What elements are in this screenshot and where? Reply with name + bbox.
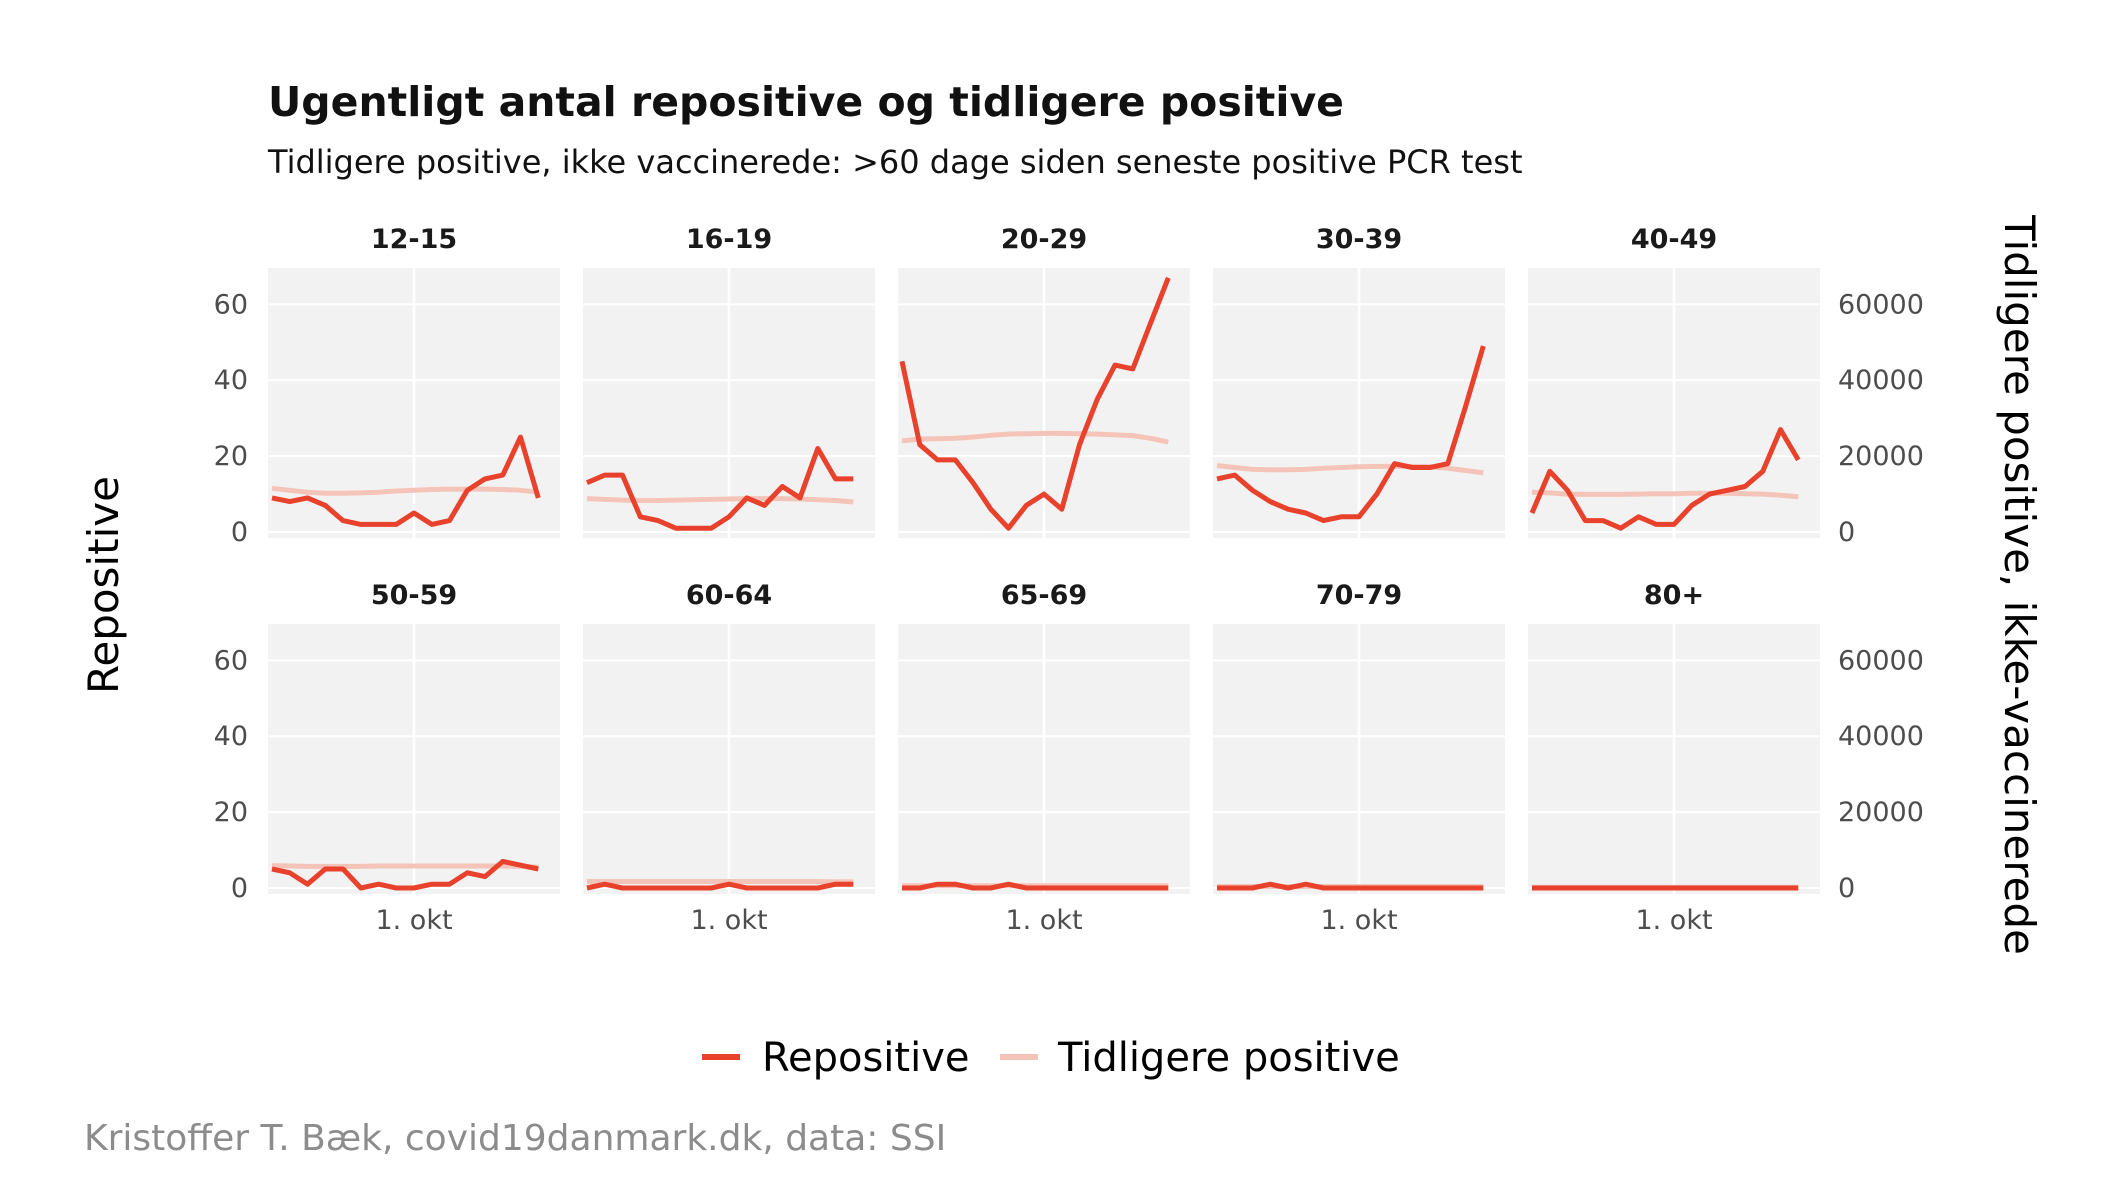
facet-panel-60-64: 60-64 1. okt [583, 580, 875, 936]
y-tick-label: 40 [214, 721, 248, 752]
y2-tick-label: 20000 [1838, 797, 1924, 828]
facet-label: 40-49 [1631, 224, 1717, 255]
facet-label: 12-15 [371, 224, 457, 255]
series-line-repositive [271, 858, 539, 891]
y-tick-label: 20 [214, 797, 248, 828]
facet-label: 30-39 [1316, 224, 1402, 255]
series-line-tidligere-positive [901, 430, 1169, 445]
x-tick-label: 1. okt [375, 905, 452, 936]
facet-panel-12-15: 12-15 0 20 40 60 [214, 224, 560, 548]
facet-label: 80+ [1644, 580, 1704, 611]
legend-label: Tidligere positive [1057, 1035, 1400, 1081]
caption: Kristoffer T. Bæk, covid19danmark.dk, da… [84, 1118, 946, 1159]
y-axis-title: Repositive [79, 476, 128, 694]
facet-label: 20-29 [1001, 224, 1087, 255]
series-line-tidligere-positive [1531, 489, 1799, 500]
facet-panel-20-29: 20-29 [898, 224, 1190, 538]
y2-tick-label: 20000 [1838, 441, 1924, 472]
facet-panel-40-49: 40-49 0 20000 40000 60000 [1528, 224, 1924, 548]
y-tick-label: 0 [231, 873, 248, 904]
legend: Repositive Tidligere positive [702, 1035, 1400, 1081]
x-tick-label: 1. okt [1005, 905, 1082, 936]
y2-axis-title: Tidligere positive, ikke-vaccinerede [1995, 214, 2044, 955]
y2-tick-label: 0 [1838, 517, 1855, 548]
series-line-repositive [1217, 881, 1484, 891]
legend-label: Repositive [762, 1035, 970, 1081]
y-tick-label: 60 [214, 645, 248, 676]
y2-tick-label: 60000 [1838, 645, 1924, 676]
facet-panel-70-79: 70-79 1. okt [1213, 580, 1505, 936]
y-tick-label: 20 [214, 441, 248, 472]
x-tick-label: 1. okt [690, 905, 767, 936]
y2-tick-label: 0 [1838, 873, 1855, 904]
facet-label: 70-79 [1316, 580, 1402, 611]
series-line-tidligere-positive [586, 496, 854, 505]
series-line-repositive [586, 881, 854, 891]
y2-tick-label: 40000 [1838, 365, 1924, 396]
chart-title: Ugentligt antal repositive og tidligere … [268, 78, 1344, 126]
legend-item-tidligere-positive: Tidligere positive [1000, 1035, 1400, 1081]
series-line-repositive [271, 434, 541, 527]
chart-subtitle: Tidligere positive, ikke vaccinerede: >6… [267, 143, 1522, 181]
facet-label: 16-19 [686, 224, 772, 255]
facet-label: 50-59 [371, 580, 457, 611]
y2-tick-label: 60000 [1838, 289, 1924, 320]
facet-panel-50-59: 50-59 0 20 40 60 1. okt [214, 580, 560, 936]
facet-panel-30-39: 30-39 [1213, 224, 1505, 538]
facet-label: 60-64 [686, 580, 772, 611]
x-tick-label: 1. okt [1320, 905, 1397, 936]
legend-item-repositive: Repositive [702, 1035, 970, 1081]
series-line-repositive [1216, 345, 1486, 524]
series-line-repositive [899, 276, 1171, 531]
x-tick-label: 1. okt [1635, 905, 1712, 936]
series-line-repositive [902, 881, 1169, 891]
y-tick-label: 0 [231, 517, 248, 548]
y-tick-label: 60 [214, 289, 248, 320]
facet-label: 65-69 [1001, 580, 1087, 611]
series-line-tidligere-positive [271, 485, 539, 496]
facet-panel-80+: 80+ 0 20000 40000 60000 1. okt [1528, 580, 1924, 936]
series-line-repositive [1529, 427, 1801, 531]
y-tick-label: 40 [214, 365, 248, 396]
facet-panel-16-19: 16-19 [583, 224, 875, 538]
facet-panel-65-69: 65-69 1. okt [898, 580, 1190, 936]
y2-tick-label: 40000 [1838, 721, 1924, 752]
series-line-repositive [586, 446, 854, 531]
